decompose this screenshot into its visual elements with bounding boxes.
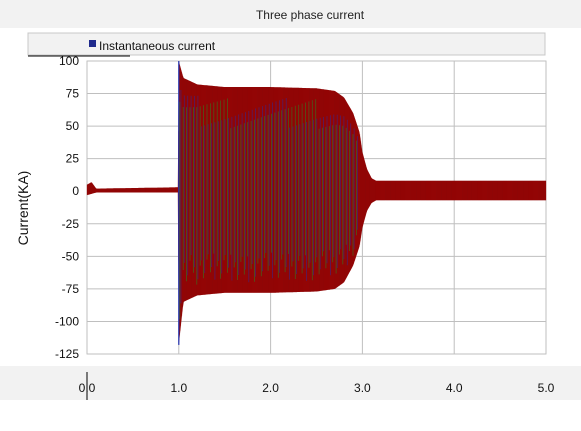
phase-c-streaks — [180, 90, 358, 304]
y-tick-label: -50 — [62, 249, 80, 263]
y-tick-label: 75 — [66, 87, 80, 101]
y-tick-label: 25 — [66, 152, 80, 166]
x-axis-ticks: 0.0 1.0 2.0 3.0 4.0 5.0 — [79, 381, 555, 395]
x-axis-band — [0, 366, 581, 400]
y-tick-label: 50 — [66, 119, 80, 133]
y-axis-ticks: 100 75 50 25 0 -25 -50 -75 -100 -125 — [55, 54, 79, 361]
y-tick-label: -25 — [62, 217, 80, 231]
phase-b-streaks — [179, 98, 357, 320]
chart-title: Three phase current — [256, 8, 365, 22]
y-tick-label: 100 — [59, 54, 79, 68]
x-tick-label: 5.0 — [538, 381, 555, 395]
legend-marker — [89, 40, 96, 47]
waveform-oscillation — [86, 61, 547, 345]
waveform — [86, 61, 547, 345]
y-tick-label: -75 — [62, 282, 80, 296]
title-bar — [0, 0, 581, 28]
legend-strip — [27, 32, 546, 56]
x-tick-label: 2.0 — [262, 381, 279, 395]
y-axis-label: Current(KA) — [15, 171, 31, 246]
x-tick-label: 3.0 — [354, 381, 371, 395]
x-tick-label: 4.0 — [446, 381, 463, 395]
x-tick-label: 0.0 — [79, 381, 96, 395]
y-tick-label: -125 — [55, 347, 79, 361]
y-tick-label: -100 — [55, 314, 79, 328]
x-tick-label: 1.0 — [170, 381, 187, 395]
y-tick-label: 0 — [72, 184, 79, 198]
legend-entry: Instantaneous current — [99, 39, 216, 53]
